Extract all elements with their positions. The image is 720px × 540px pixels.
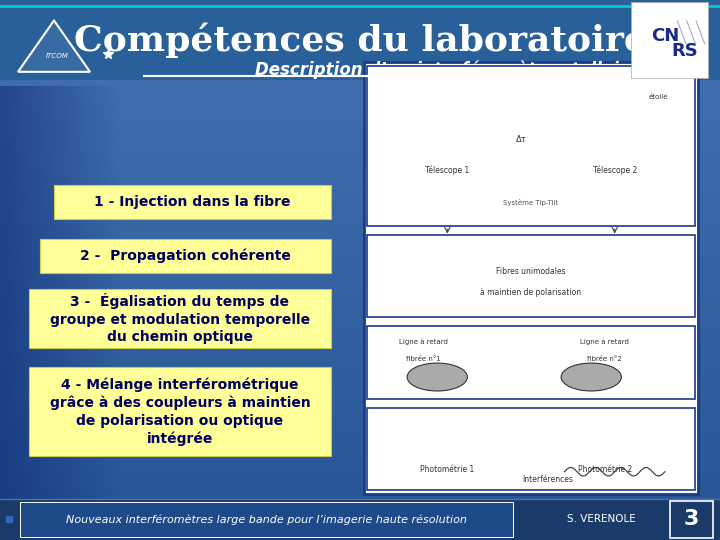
Text: Description d’un interféromètre stellaire: Description d’un interféromètre stellair… xyxy=(255,61,638,79)
Text: CN: CN xyxy=(652,27,680,45)
Bar xyxy=(29,289,331,348)
Bar xyxy=(367,235,695,317)
Bar xyxy=(29,367,331,456)
Text: 3: 3 xyxy=(683,509,699,530)
Text: Δτ: Δτ xyxy=(516,136,526,144)
Polygon shape xyxy=(18,21,90,72)
Bar xyxy=(54,185,331,219)
Text: Ligne à retard: Ligne à retard xyxy=(400,339,449,345)
Text: à maintien de polarisation: à maintien de polarisation xyxy=(480,288,582,297)
Text: 3 -  Égalisation du temps de
groupe et modulation temporelle
du chemin optique: 3 - Égalisation du temps de groupe et mo… xyxy=(50,293,310,345)
Bar xyxy=(0,499,720,540)
Text: Nouveaux interféromètres large bande pour l’imagerie haute résolution: Nouveaux interféromètres large bande pou… xyxy=(66,514,467,525)
Text: Photométrie 2: Photométrie 2 xyxy=(577,465,631,474)
Bar xyxy=(367,326,695,399)
Text: fibrée n°2: fibrée n°2 xyxy=(588,356,622,362)
Text: étoile: étoile xyxy=(649,93,668,100)
Bar xyxy=(0,0,720,80)
Text: S. VERENOLE: S. VERENOLE xyxy=(567,515,636,524)
Text: Interférences: Interférences xyxy=(522,475,573,484)
Text: Ligne à retard: Ligne à retard xyxy=(580,339,629,345)
Text: RS: RS xyxy=(672,43,698,60)
Text: Fibres unimodales: Fibres unimodales xyxy=(496,267,566,276)
Text: 4 - Mélange interférométrique
grâce à des coupleurs à maintien
de polarisation o: 4 - Mélange interférométrique grâce à de… xyxy=(50,377,310,447)
Text: Télescope 2: Télescope 2 xyxy=(593,166,636,175)
Ellipse shape xyxy=(561,363,621,391)
Bar xyxy=(367,66,695,226)
Bar xyxy=(40,239,331,273)
Text: fibrée n°1: fibrée n°1 xyxy=(406,356,441,362)
Text: 1 - Injection dans la fibre: 1 - Injection dans la fibre xyxy=(94,195,291,209)
Bar xyxy=(631,2,708,78)
Text: Système Tip-Tilt: Système Tip-Tilt xyxy=(503,199,559,206)
Text: 2 -  Propagation cohérente: 2 - Propagation cohérente xyxy=(80,249,291,263)
Text: ITCOM: ITCOM xyxy=(46,53,69,59)
Bar xyxy=(670,501,713,538)
Text: Compétences du laboratoire: Compétences du laboratoire xyxy=(73,22,647,58)
Text: Photométrie 1: Photométrie 1 xyxy=(420,465,474,474)
Ellipse shape xyxy=(407,363,467,391)
Text: Télescope 1: Télescope 1 xyxy=(426,166,469,175)
Bar xyxy=(20,502,513,537)
Bar xyxy=(364,62,698,494)
Bar xyxy=(367,408,695,490)
